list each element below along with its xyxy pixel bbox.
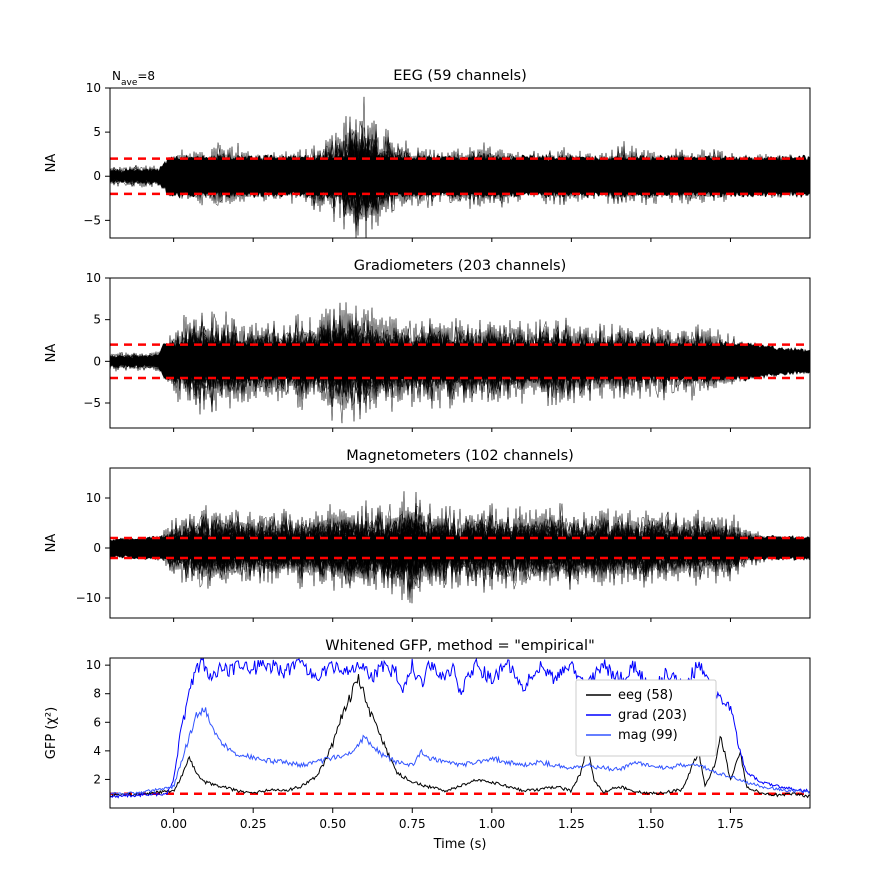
xtick-label: 0.25 — [240, 817, 267, 831]
xtick-label: 0.50 — [319, 817, 346, 831]
ytick-label: 6 — [93, 715, 101, 729]
ylabel: GFP (χ²) — [44, 707, 59, 759]
ytick-label: 5 — [93, 313, 101, 327]
legend-label: grad (203) — [618, 708, 687, 723]
panel-3: eeg (58) grad (203) mag (99) 2 4 6 8 10 0.00 0.25… — [44, 638, 810, 852]
ytick-label: 8 — [93, 687, 101, 701]
ylabel: NA — [44, 534, 59, 553]
panel-title: EEG (59 channels) — [393, 68, 526, 84]
ytick-label: −5 — [83, 396, 101, 410]
ytick-label: −5 — [83, 213, 101, 227]
ylabel: NA — [44, 344, 59, 363]
xtick-label: 0.00 — [160, 817, 187, 831]
figure: −5 0 5 10 EEG (59 channels) NA Nave=8 −5 0 5 10 Gra… — [0, 0, 880, 880]
xtick-label: 1.25 — [558, 817, 585, 831]
ytick-label: 10 — [86, 271, 101, 285]
panel-1: −5 0 5 10 Gradiometers (203 channels) NA — [44, 258, 810, 432]
panel-title: Magnetometers (102 channels) — [346, 448, 574, 464]
panel-title: Gradiometers (203 channels) — [354, 258, 567, 274]
ytick-label: 10 — [86, 81, 101, 95]
ytick-label: 4 — [93, 744, 101, 758]
xtick-label: 1.75 — [717, 817, 744, 831]
figure-svg: −5 0 5 10 EEG (59 channels) NA Nave=8 −5 0 5 10 Gra… — [0, 0, 880, 880]
ytick-label: 2 — [93, 772, 101, 786]
ytick-label: 5 — [93, 125, 101, 139]
legend: eeg (58) grad (203) mag (99) — [576, 680, 716, 756]
xtick-label: 1.50 — [638, 817, 665, 831]
ytick-label: 0 — [93, 541, 101, 555]
nave-label: Nave=8 — [112, 69, 155, 88]
ytick-label: 10 — [86, 491, 101, 505]
xtick-label: 1.00 — [478, 817, 505, 831]
panel-2: −10 0 10 Magnetometers (102 channels) NA — [44, 448, 810, 622]
ytick-label: 0 — [93, 169, 101, 183]
legend-label: mag (99) — [618, 728, 678, 743]
ytick-label: −10 — [76, 591, 101, 605]
panel-title: Whitened GFP, method = "empirical" — [325, 638, 594, 654]
ytick-label: 0 — [93, 354, 101, 368]
xtick-label: 0.75 — [399, 817, 426, 831]
ylabel: NA — [44, 154, 59, 173]
panel-0: −5 0 5 10 EEG (59 channels) NA Nave=8 — [44, 68, 810, 244]
legend-label: eeg (58) — [618, 688, 673, 703]
ytick-label: 10 — [86, 658, 101, 672]
xlabel: Time (s) — [433, 837, 487, 852]
